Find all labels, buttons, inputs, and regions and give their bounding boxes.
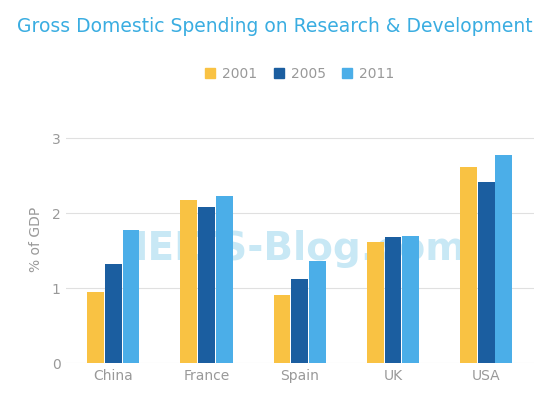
Bar	[309, 261, 326, 363]
Bar	[198, 207, 215, 363]
Legend: 2001, 2005, 2011: 2001, 2005, 2011	[200, 61, 400, 86]
Bar	[402, 236, 419, 363]
Bar	[123, 230, 140, 363]
Bar	[87, 292, 104, 363]
Bar	[292, 279, 308, 363]
Text: IELTS-Blog.com: IELTS-Blog.com	[133, 230, 466, 268]
Bar	[216, 196, 233, 363]
Y-axis label: % of GDP: % of GDP	[29, 207, 43, 272]
Bar	[274, 295, 290, 363]
Bar	[496, 155, 512, 363]
Bar	[384, 237, 402, 363]
Bar	[367, 242, 384, 363]
Bar	[105, 263, 122, 363]
Bar	[460, 167, 477, 363]
Bar	[478, 182, 494, 363]
Bar	[180, 200, 197, 363]
Text: Gross Domestic Spending on Research & Development: Gross Domestic Spending on Research & De…	[17, 17, 533, 36]
